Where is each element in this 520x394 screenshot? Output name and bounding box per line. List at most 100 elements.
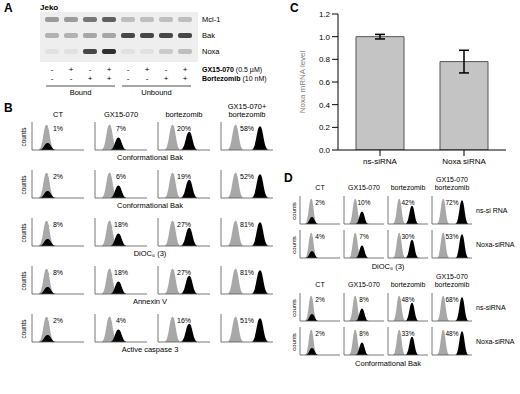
svg-text:0.0: 0.0 — [319, 146, 331, 155]
svg-text:8%: 8% — [359, 330, 369, 337]
svg-text:Active caspase 3: Active caspase 3 — [122, 345, 179, 354]
svg-text:51%: 51% — [240, 317, 254, 324]
svg-text:-: - — [165, 65, 168, 74]
svg-text:GX15-070+bortezomib: GX15-070+bortezomib — [228, 102, 267, 120]
svg-text:D: D — [284, 171, 293, 185]
svg-text:33%: 33% — [401, 330, 414, 337]
svg-text:Conformational Bak: Conformational Bak — [355, 359, 421, 368]
svg-text:8%: 8% — [359, 296, 369, 303]
svg-text:48%: 48% — [445, 330, 458, 337]
svg-text:20%: 20% — [177, 125, 191, 132]
svg-text:42%: 42% — [401, 199, 414, 206]
svg-text:DiOC₆ (3): DiOC₆ (3) — [134, 249, 167, 258]
svg-text:18%: 18% — [114, 221, 128, 228]
svg-text:18%: 18% — [114, 269, 128, 276]
svg-text:16%: 16% — [177, 317, 191, 324]
svg-text:Jeko: Jeko — [40, 3, 58, 12]
svg-text:-: - — [127, 65, 130, 74]
svg-text:counts: counts — [291, 236, 297, 254]
svg-text:counts: counts — [291, 202, 297, 220]
svg-text:Noxa siRNA: Noxa siRNA — [442, 157, 486, 166]
svg-text:7%: 7% — [359, 233, 369, 240]
svg-text:1%: 1% — [53, 125, 63, 132]
svg-text:6%: 6% — [116, 173, 126, 180]
svg-text:DiOC₆ (3): DiOC₆ (3) — [372, 262, 405, 271]
svg-text:27%: 27% — [177, 269, 191, 276]
svg-text:7%: 7% — [116, 125, 126, 132]
svg-text:-: - — [127, 74, 130, 83]
svg-text:ns-siRNA: ns-siRNA — [476, 304, 506, 311]
svg-text:CT: CT — [53, 110, 63, 119]
svg-text:Bak: Bak — [202, 31, 215, 40]
svg-text:Mcl-1: Mcl-1 — [202, 15, 220, 24]
svg-text:8%: 8% — [53, 221, 63, 228]
svg-text:C: C — [290, 1, 299, 15]
svg-text:48%: 48% — [401, 296, 414, 303]
svg-text:19%: 19% — [177, 173, 191, 180]
svg-text:+: + — [69, 65, 74, 74]
svg-text:GX15-070: GX15-070 — [104, 110, 138, 119]
svg-text:Noxa-siRNA: Noxa-siRNA — [476, 338, 515, 345]
svg-text:Noxa: Noxa — [202, 47, 220, 56]
svg-text:CT: CT — [315, 281, 325, 288]
svg-text:10%: 10% — [357, 199, 370, 206]
svg-text:counts: counts — [291, 333, 297, 351]
svg-text:counts: counts — [20, 223, 27, 243]
svg-text:bortezomib: bortezomib — [391, 184, 426, 191]
svg-text:0.8: 0.8 — [319, 55, 331, 64]
svg-text:72%: 72% — [445, 199, 458, 206]
svg-text:+: + — [145, 65, 150, 74]
svg-text:1.2: 1.2 — [319, 10, 331, 19]
svg-text:2%: 2% — [315, 296, 325, 303]
svg-text:-: - — [70, 74, 73, 83]
svg-text:4%: 4% — [116, 317, 126, 324]
svg-text:68%: 68% — [445, 296, 458, 303]
svg-text:Conformational Bak: Conformational Bak — [117, 201, 183, 210]
svg-text:Conformational Bak: Conformational Bak — [117, 153, 183, 162]
svg-text:58%: 58% — [240, 125, 254, 132]
svg-text:0.4: 0.4 — [319, 101, 331, 110]
svg-text:ns-si RNA: ns-si RNA — [476, 207, 508, 214]
svg-text:counts: counts — [20, 319, 27, 339]
svg-text:53%: 53% — [445, 233, 458, 240]
svg-text:52%: 52% — [240, 173, 254, 180]
svg-text:2%: 2% — [53, 317, 63, 324]
svg-text:2%: 2% — [53, 173, 63, 180]
svg-text:30%: 30% — [401, 233, 414, 240]
svg-text:2%: 2% — [315, 199, 325, 206]
svg-text:counts: counts — [20, 271, 27, 291]
svg-text:GX15-070: GX15-070 — [348, 281, 380, 288]
svg-text:81%: 81% — [240, 221, 254, 228]
svg-text:Noxa mRNA level: Noxa mRNA level — [298, 50, 307, 113]
svg-text:-: - — [146, 74, 149, 83]
svg-text:8%: 8% — [53, 269, 63, 276]
svg-text:GX15-070bortezomib: GX15-070bortezomib — [435, 176, 470, 191]
svg-text:-: - — [51, 65, 54, 74]
svg-text:-: - — [51, 74, 54, 83]
svg-text:B: B — [4, 101, 13, 115]
svg-text:counts: counts — [20, 127, 27, 147]
svg-text:Bound: Bound — [70, 88, 92, 97]
svg-text:Noxa-siRNA: Noxa-siRNA — [476, 241, 515, 248]
svg-text:Bortezomib (10 nM): Bortezomib (10 nM) — [202, 75, 267, 83]
svg-text:bortezomib: bortezomib — [391, 281, 426, 288]
svg-text:1.0: 1.0 — [319, 33, 331, 42]
svg-text:GX15-070 (0.5 µM): GX15-070 (0.5 µM) — [202, 66, 262, 74]
svg-text:Annexin V: Annexin V — [133, 297, 167, 306]
svg-text:GX15-070: GX15-070 — [348, 184, 380, 191]
svg-text:counts: counts — [20, 175, 27, 195]
svg-text:0.6: 0.6 — [319, 78, 331, 87]
svg-text:bortezomib: bortezomib — [165, 110, 202, 119]
svg-text:GX15-070bortezomib: GX15-070bortezomib — [435, 273, 470, 288]
svg-text:4%: 4% — [315, 233, 325, 240]
svg-text:+: + — [107, 74, 112, 83]
svg-text:A: A — [4, 1, 13, 15]
svg-text:CT: CT — [315, 184, 325, 191]
svg-text:27%: 27% — [177, 221, 191, 228]
svg-text:81%: 81% — [240, 269, 254, 276]
svg-text:+: + — [164, 74, 169, 83]
svg-text:+: + — [183, 65, 188, 74]
svg-text:0.2: 0.2 — [319, 123, 331, 132]
svg-text:counts: counts — [291, 299, 297, 317]
svg-text:Unbound: Unbound — [141, 88, 171, 97]
